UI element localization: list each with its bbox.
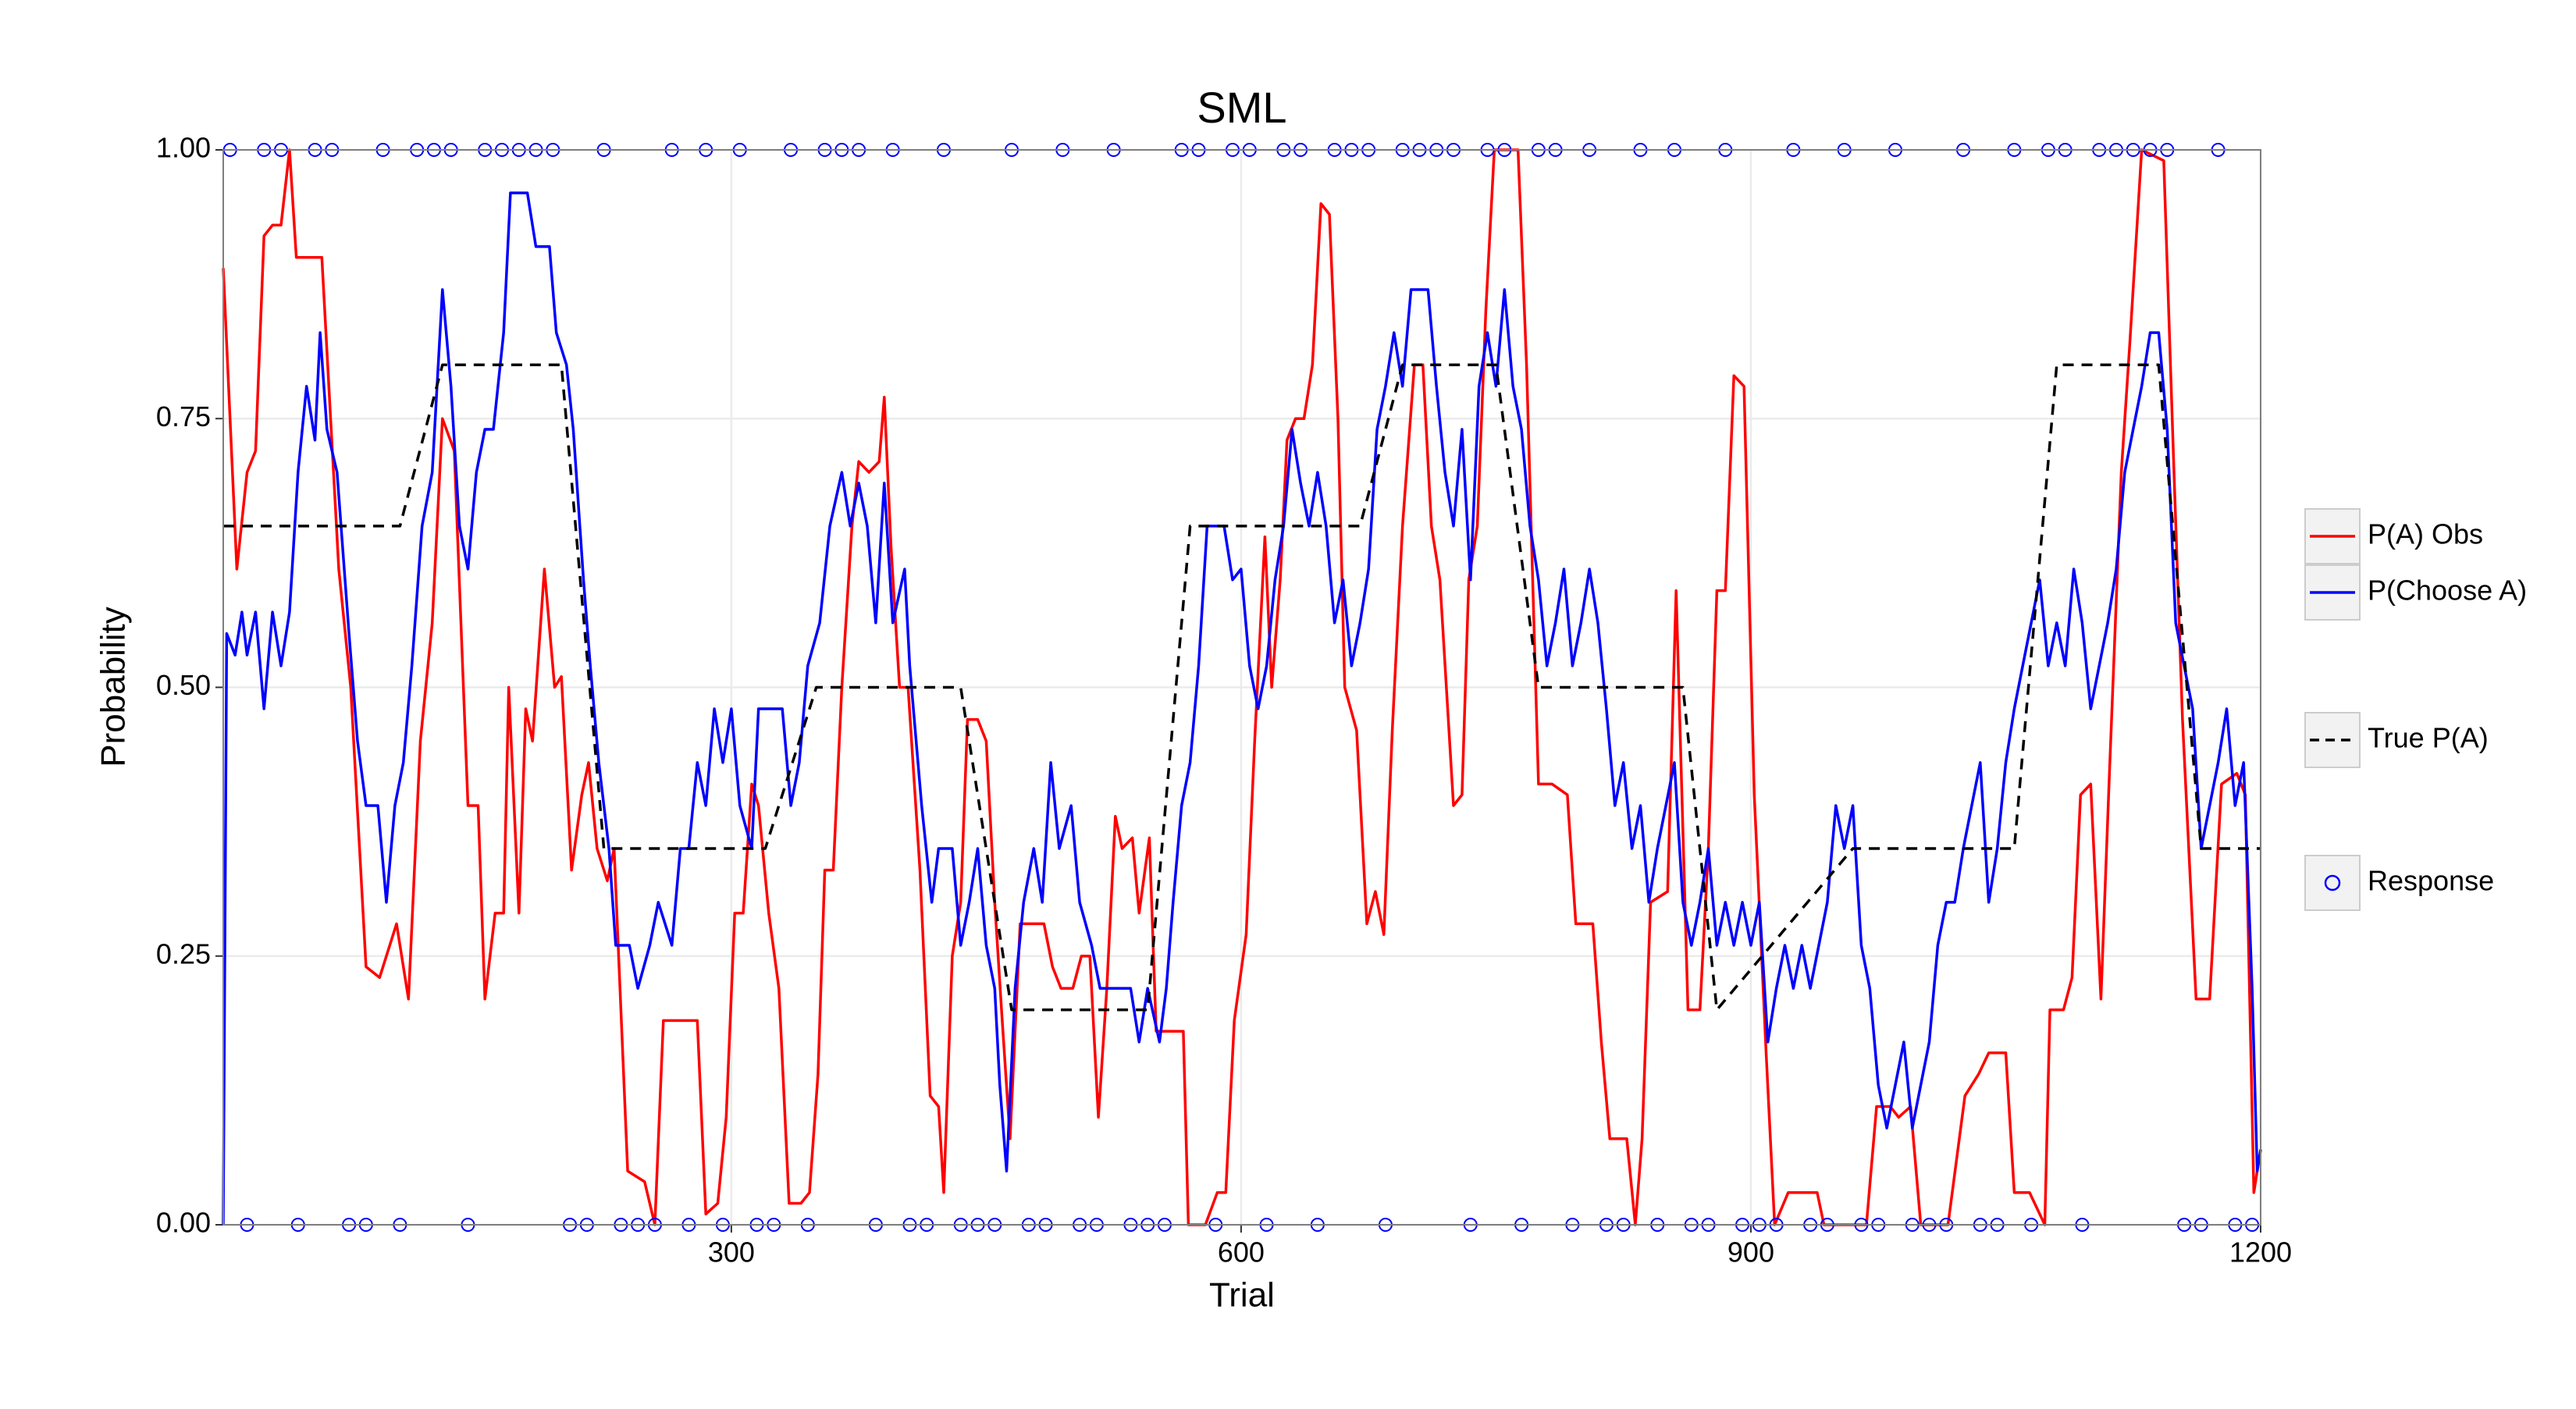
- x-axis-title: Trial: [1209, 1276, 1275, 1315]
- legend-label: P(A) Obs: [2368, 518, 2483, 550]
- legend-label: True P(A): [2368, 722, 2489, 754]
- y-axis-title: Probability: [94, 607, 133, 767]
- x-tick-label: 600: [1218, 1236, 1265, 1268]
- y-tick-label: 0.00: [156, 1207, 211, 1239]
- legend-key: [2304, 855, 2361, 911]
- x-tick-label: 1200: [2229, 1236, 2292, 1268]
- y-tick-label: 0.25: [156, 938, 211, 970]
- x-tick-label: 900: [1727, 1236, 1774, 1268]
- legend-symbol: [2324, 874, 2341, 891]
- chart-title: SML: [1197, 83, 1286, 132]
- y-tick-label: 0.75: [156, 400, 211, 432]
- x-tick-label: 300: [708, 1236, 755, 1268]
- legend-label: P(Choose A): [2368, 575, 2527, 607]
- y-tick-label: 1.00: [156, 132, 211, 164]
- y-tick-label: 0.50: [156, 669, 211, 701]
- series-line: [223, 363, 2261, 1012]
- legend-label: Response: [2368, 865, 2494, 897]
- series-line: [222, 148, 2262, 1226]
- plot-border: [222, 149, 2261, 1226]
